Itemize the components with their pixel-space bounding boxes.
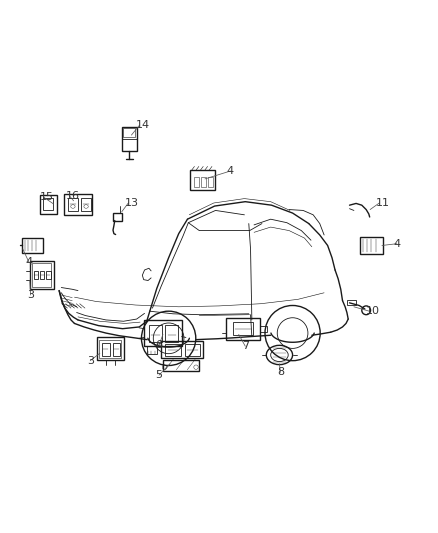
Bar — [46, 271, 50, 279]
Text: 7: 7 — [242, 341, 249, 351]
Bar — [208, 177, 213, 187]
Bar — [121, 126, 137, 151]
Bar — [190, 170, 215, 190]
Bar — [22, 238, 43, 253]
Text: 11: 11 — [376, 198, 390, 208]
Bar — [32, 263, 52, 287]
Text: 4: 4 — [25, 257, 32, 267]
Bar — [113, 213, 122, 221]
Bar — [43, 198, 53, 211]
Bar — [185, 344, 201, 356]
Text: 4: 4 — [227, 166, 234, 176]
Bar — [149, 325, 162, 342]
Text: 16: 16 — [66, 190, 80, 200]
Text: 5: 5 — [155, 370, 162, 380]
Bar — [226, 318, 260, 340]
Text: 8: 8 — [277, 367, 284, 377]
Bar — [163, 360, 198, 371]
Text: 10: 10 — [366, 306, 380, 316]
Bar — [194, 177, 199, 187]
Bar — [233, 322, 253, 335]
Bar — [166, 325, 178, 342]
Bar — [34, 271, 38, 279]
Bar — [124, 128, 135, 137]
Bar — [360, 237, 383, 254]
Bar — [146, 346, 158, 354]
Bar — [347, 300, 356, 304]
Bar — [260, 326, 267, 332]
Bar — [113, 343, 120, 356]
Bar — [64, 194, 92, 215]
Bar — [161, 341, 202, 359]
Bar — [97, 337, 124, 360]
Text: 3: 3 — [27, 290, 34, 300]
Text: 13: 13 — [125, 198, 139, 208]
Bar — [40, 195, 57, 214]
Bar — [40, 271, 44, 279]
Text: 14: 14 — [136, 120, 150, 131]
Bar — [81, 198, 91, 211]
Bar — [30, 261, 53, 289]
Bar — [144, 320, 182, 346]
Bar — [99, 340, 121, 358]
Text: 15: 15 — [40, 192, 54, 203]
Bar — [166, 344, 180, 356]
Bar — [68, 198, 78, 211]
Text: 4: 4 — [393, 239, 400, 249]
Text: 6: 6 — [155, 341, 162, 350]
Bar — [102, 343, 110, 356]
Text: 3: 3 — [87, 356, 94, 366]
Bar — [201, 177, 206, 187]
